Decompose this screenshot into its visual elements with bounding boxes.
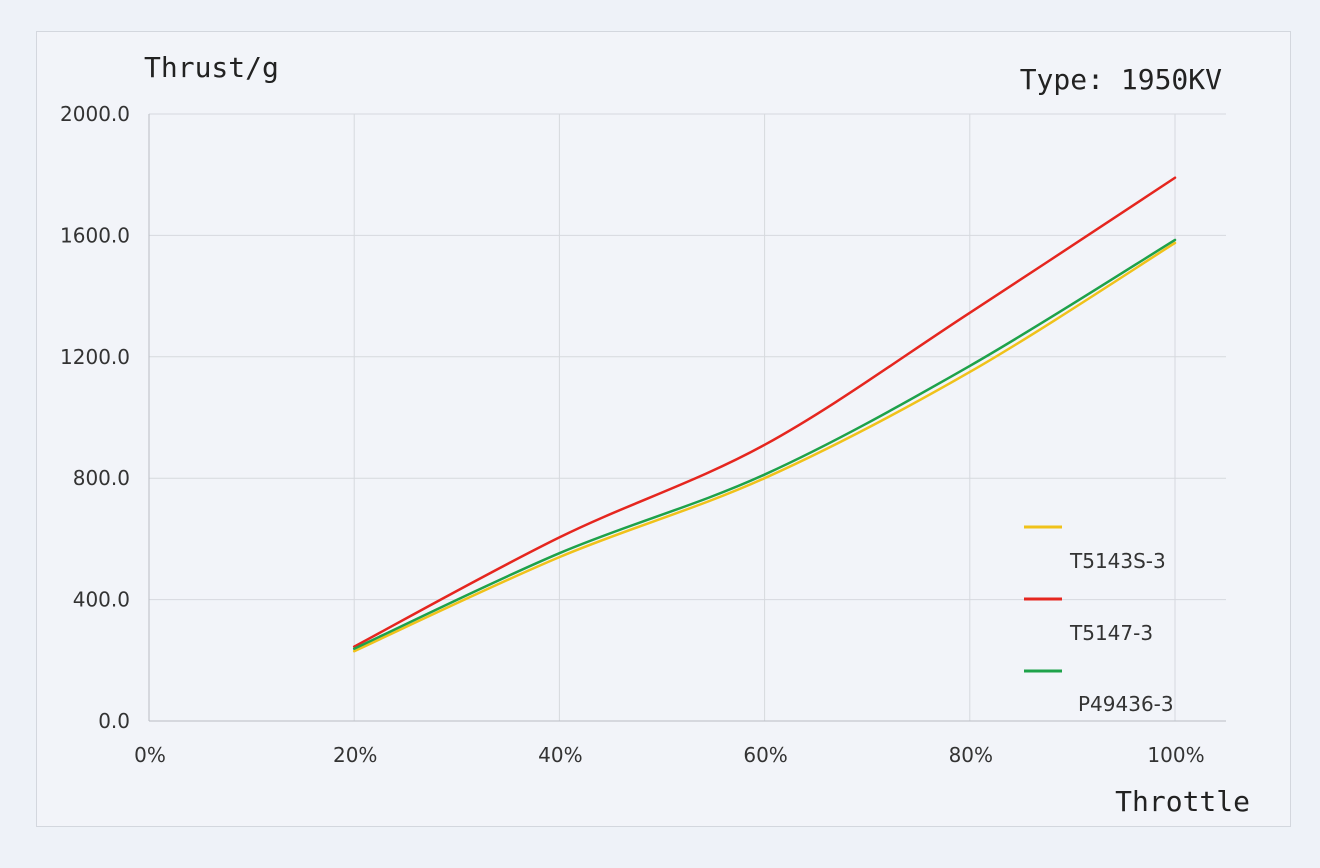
y-tick-labels: 0.0 400.0 800.0 1200.0 1600.0 2000.0: [60, 102, 130, 733]
x-tick-label: 60%: [743, 743, 787, 767]
grid: [149, 113, 1226, 721]
x-tick-labels: 0% 20% 40% 60% 80% 100%: [134, 743, 1204, 767]
x-axis-label: Throttle: [1115, 785, 1250, 818]
legend-label-t5143s-3: T5143S-3: [1069, 549, 1166, 573]
x-tick-label: 80%: [949, 743, 993, 767]
x-tick-label: 20%: [333, 743, 377, 767]
series-line-t5147-3: [352, 176, 1177, 648]
series-line-p49436-3: [352, 238, 1177, 651]
y-tick-label: 1200.0: [60, 345, 130, 369]
axes: [148, 114, 1226, 722]
y-tick-label: 1600.0: [60, 223, 130, 247]
series-line-t5143s-3: [352, 241, 1177, 653]
legend-label-p49436-3: P49436-3: [1078, 692, 1174, 716]
legend-label-t5147-3: T5147-3: [1069, 621, 1153, 645]
legend: T5143S-3 T5147-3 P49436-3: [1024, 525, 1174, 716]
y-tick-label: 800.0: [73, 466, 130, 490]
x-tick-label: 0%: [134, 743, 166, 767]
y-tick-label: 400.0: [73, 588, 130, 612]
series-lines: [352, 176, 1177, 653]
chart-title: Type: 1950KV: [1020, 63, 1222, 96]
x-tick-label: 40%: [538, 743, 582, 767]
chart-frame: [36, 31, 1291, 827]
y-axis-label: Thrust/g: [144, 51, 279, 84]
y-tick-label: 2000.0: [60, 102, 130, 126]
x-tick-label: 100%: [1147, 743, 1204, 767]
y-tick-label: 0.0: [98, 709, 130, 733]
